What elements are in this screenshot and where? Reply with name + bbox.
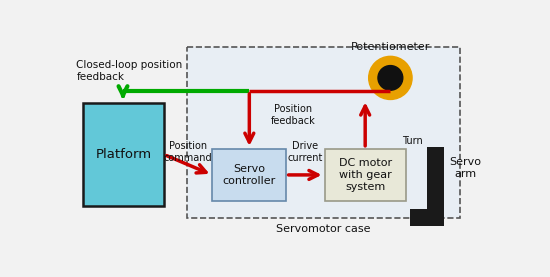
Text: Turn: Turn bbox=[402, 136, 423, 146]
Text: Potentiometer: Potentiometer bbox=[351, 42, 430, 52]
FancyBboxPatch shape bbox=[324, 149, 406, 201]
Circle shape bbox=[368, 56, 412, 99]
Circle shape bbox=[378, 66, 403, 90]
FancyBboxPatch shape bbox=[82, 102, 164, 206]
Text: DC motor
with gear
system: DC motor with gear system bbox=[339, 158, 392, 191]
Text: Drive
current: Drive current bbox=[288, 141, 323, 163]
Text: Servo
arm: Servo arm bbox=[449, 157, 482, 179]
Text: Platform: Platform bbox=[95, 148, 151, 161]
Text: Position
command: Position command bbox=[164, 141, 212, 163]
Text: Servo
controller: Servo controller bbox=[222, 164, 276, 186]
FancyBboxPatch shape bbox=[212, 149, 286, 201]
FancyBboxPatch shape bbox=[427, 147, 444, 226]
Text: Closed-loop position
feedback: Closed-loop position feedback bbox=[76, 60, 183, 82]
Text: Servomotor case: Servomotor case bbox=[277, 224, 371, 234]
Text: Position
feedback: Position feedback bbox=[271, 104, 316, 126]
FancyBboxPatch shape bbox=[410, 209, 444, 226]
FancyBboxPatch shape bbox=[188, 47, 460, 218]
